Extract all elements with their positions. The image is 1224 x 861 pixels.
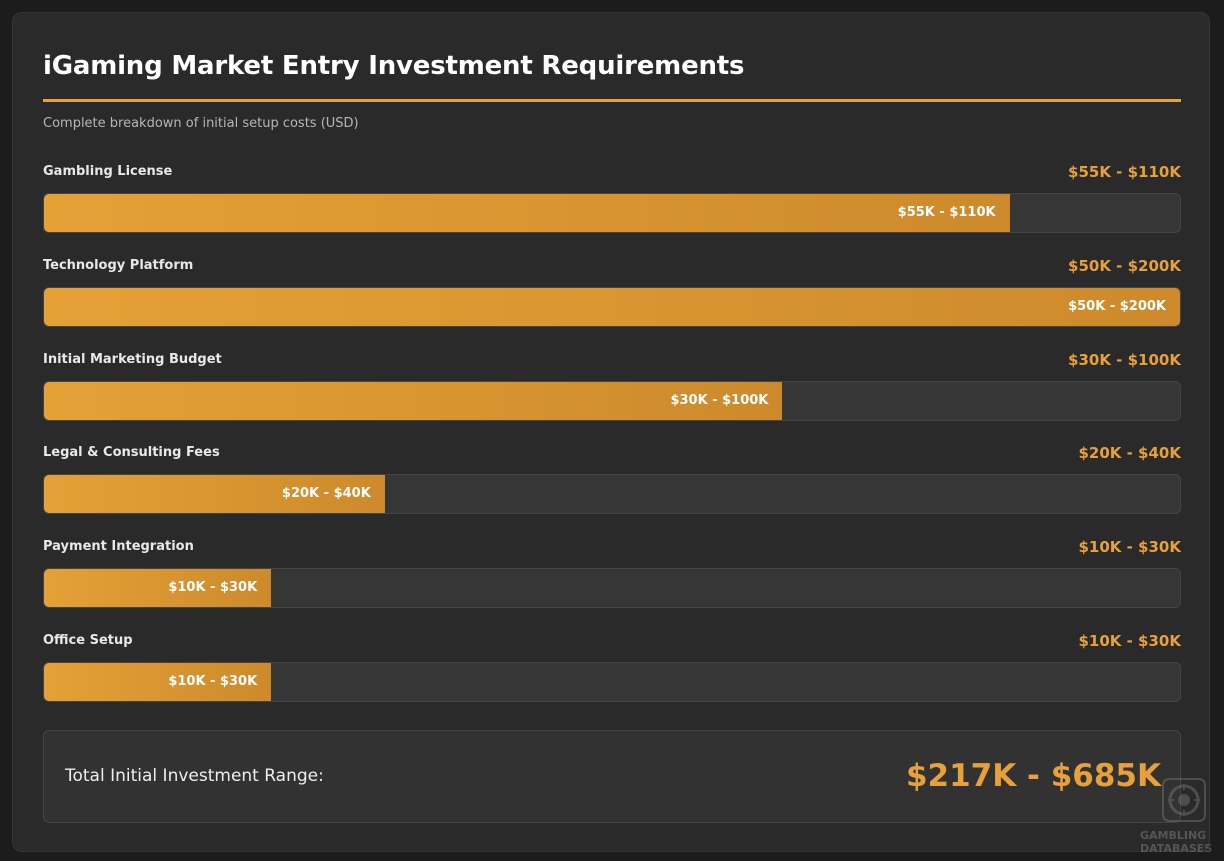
total-value: $217K - $685K	[905, 758, 1161, 794]
bar-fill: $10K - $30K	[44, 663, 272, 701]
roulette-chip-icon	[1162, 778, 1206, 822]
range-value-label: $55K - $110K	[1068, 163, 1181, 181]
bar-row: Office Setup $10K - $30K $10K - $30K	[43, 632, 1181, 713]
bar-track: $50K - $200K	[43, 287, 1181, 327]
category-label: Office Setup	[43, 633, 133, 648]
bar-fill: $10K - $30K	[44, 569, 272, 607]
bar-row: Payment Integration $10K - $30K $10K - $30…	[43, 538, 1181, 619]
range-value-label: $20K - $40K	[1078, 444, 1181, 462]
range-value-label: $10K - $30K	[1078, 538, 1181, 556]
bar-fill: $50K - $200K	[44, 288, 1180, 326]
bar-fill: $55K - $110K	[44, 194, 1010, 232]
watermark-line-2: DATABASES	[1140, 842, 1213, 855]
chart-title: iGaming Market Entry Investment Requirem…	[43, 51, 745, 81]
bar-data-label: $55K - $110K	[897, 205, 996, 220]
bar-fill: $30K - $100K	[44, 382, 783, 420]
watermark-logo: GAMBLING DATABASES	[1138, 776, 1224, 861]
total-label: Total Initial Investment Range:	[65, 766, 324, 786]
bar-data-label: $10K - $30K	[168, 674, 258, 689]
category-label: Initial Marketing Budget	[43, 352, 222, 367]
chart-card: iGaming Market Entry Investment Requirem…	[12, 12, 1210, 852]
total-summary: Total Initial Investment Range: $217K - …	[43, 730, 1181, 823]
bar-data-label: $10K - $30K	[168, 580, 258, 595]
bar-fill: $20K - $40K	[44, 475, 385, 513]
bar-track: $55K - $110K	[43, 193, 1181, 233]
bar-row: Initial Marketing Budget $30K - $100K $30K…	[43, 351, 1181, 432]
watermark-line-1: GAMBLING	[1140, 829, 1207, 842]
bar-track: $10K - $30K	[43, 662, 1181, 702]
bar-row: Legal & Consulting Fees $20K - $40K $20K -…	[43, 444, 1181, 525]
category-label: Payment Integration	[43, 539, 194, 554]
bar-data-label: $30K - $100K	[670, 393, 769, 408]
bar-track: $10K - $30K	[43, 568, 1181, 608]
bar-data-label: $20K - $40K	[281, 486, 371, 501]
range-value-label: $50K - $200K	[1068, 257, 1181, 275]
bar-row: Technology Platform $50K - $200K $50K - $2…	[43, 257, 1181, 338]
range-value-label: $10K - $30K	[1078, 632, 1181, 650]
bar-track: $20K - $40K	[43, 474, 1181, 514]
bar-track: $30K - $100K	[43, 381, 1181, 421]
watermark-text: GAMBLING DATABASES	[1140, 829, 1212, 855]
range-value-label: $30K - $100K	[1068, 351, 1181, 369]
chart-subtitle: Complete breakdown of initial setup cost…	[43, 116, 359, 131]
category-label: Legal & Consulting Fees	[43, 445, 220, 460]
category-label: Gambling License	[43, 164, 173, 179]
title-underline	[43, 99, 1181, 102]
bar-row: Gambling License $55K - $110K $55K - $110K	[43, 163, 1181, 244]
bar-data-label: $50K - $200K	[1068, 299, 1166, 314]
category-label: Technology Platform	[43, 258, 194, 273]
